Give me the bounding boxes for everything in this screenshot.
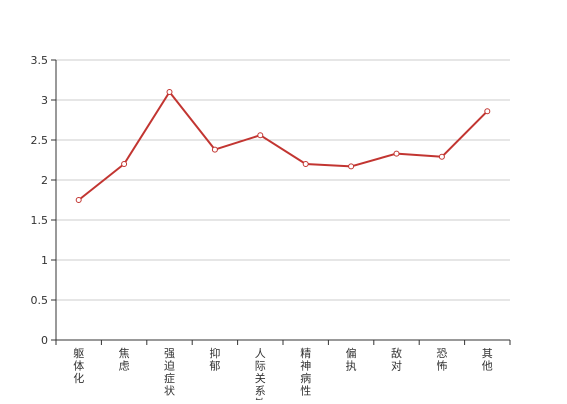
y-tick-label: 2.5: [31, 134, 49, 147]
data-point[interactable]: [393, 150, 400, 157]
data-points: [75, 89, 491, 203]
y-tick-label: 1: [41, 254, 48, 267]
y-tick-label: 0: [41, 334, 48, 347]
y-tick-label: 0.5: [31, 294, 49, 307]
x-tick-label: 偏执: [346, 346, 357, 373]
data-point[interactable]: [166, 89, 173, 95]
x-tick-label: 躯体化: [73, 347, 84, 385]
x-tick-label: 人际关系敏感: [255, 347, 266, 400]
y-tick-label: 3: [41, 94, 48, 107]
y-tick-label: 3.5: [31, 54, 49, 67]
x-tick-label: 抑郁: [209, 346, 220, 373]
data-point[interactable]: [257, 132, 264, 139]
data-point[interactable]: [438, 153, 445, 160]
y-tick-label: 1.5: [31, 214, 49, 227]
x-tick-labels: 躯体化 焦虑 强迫症状 抑郁 人际关系敏感 精神病性 偏执 敌对 恐怖 其他: [73, 346, 493, 404]
data-point[interactable]: [121, 161, 128, 167]
data-point[interactable]: [348, 163, 355, 170]
series-line-0: [78, 91, 489, 201]
x-tick-label: 精神病性: [300, 347, 311, 398]
x-tick-label: 强迫症状: [164, 347, 175, 398]
x-tick-label: 恐怖: [436, 347, 447, 373]
series-line: [78, 91, 489, 201]
x-tick-label: 敌对: [391, 346, 402, 373]
data-point[interactable]: [302, 161, 309, 167]
data-point[interactable]: [211, 146, 218, 153]
y-tick-label: 2: [41, 174, 48, 187]
x-tick-label: 焦虑: [119, 347, 130, 373]
x-tick-label: 其他: [482, 347, 493, 373]
data-point[interactable]: [75, 197, 82, 203]
y-tick-labels: 0 0.5 1 1.5 2 2.5 3 3.5: [31, 54, 49, 347]
data-point[interactable]: [484, 108, 491, 115]
grid-lines: [56, 59, 510, 301]
axes: [51, 59, 511, 345]
